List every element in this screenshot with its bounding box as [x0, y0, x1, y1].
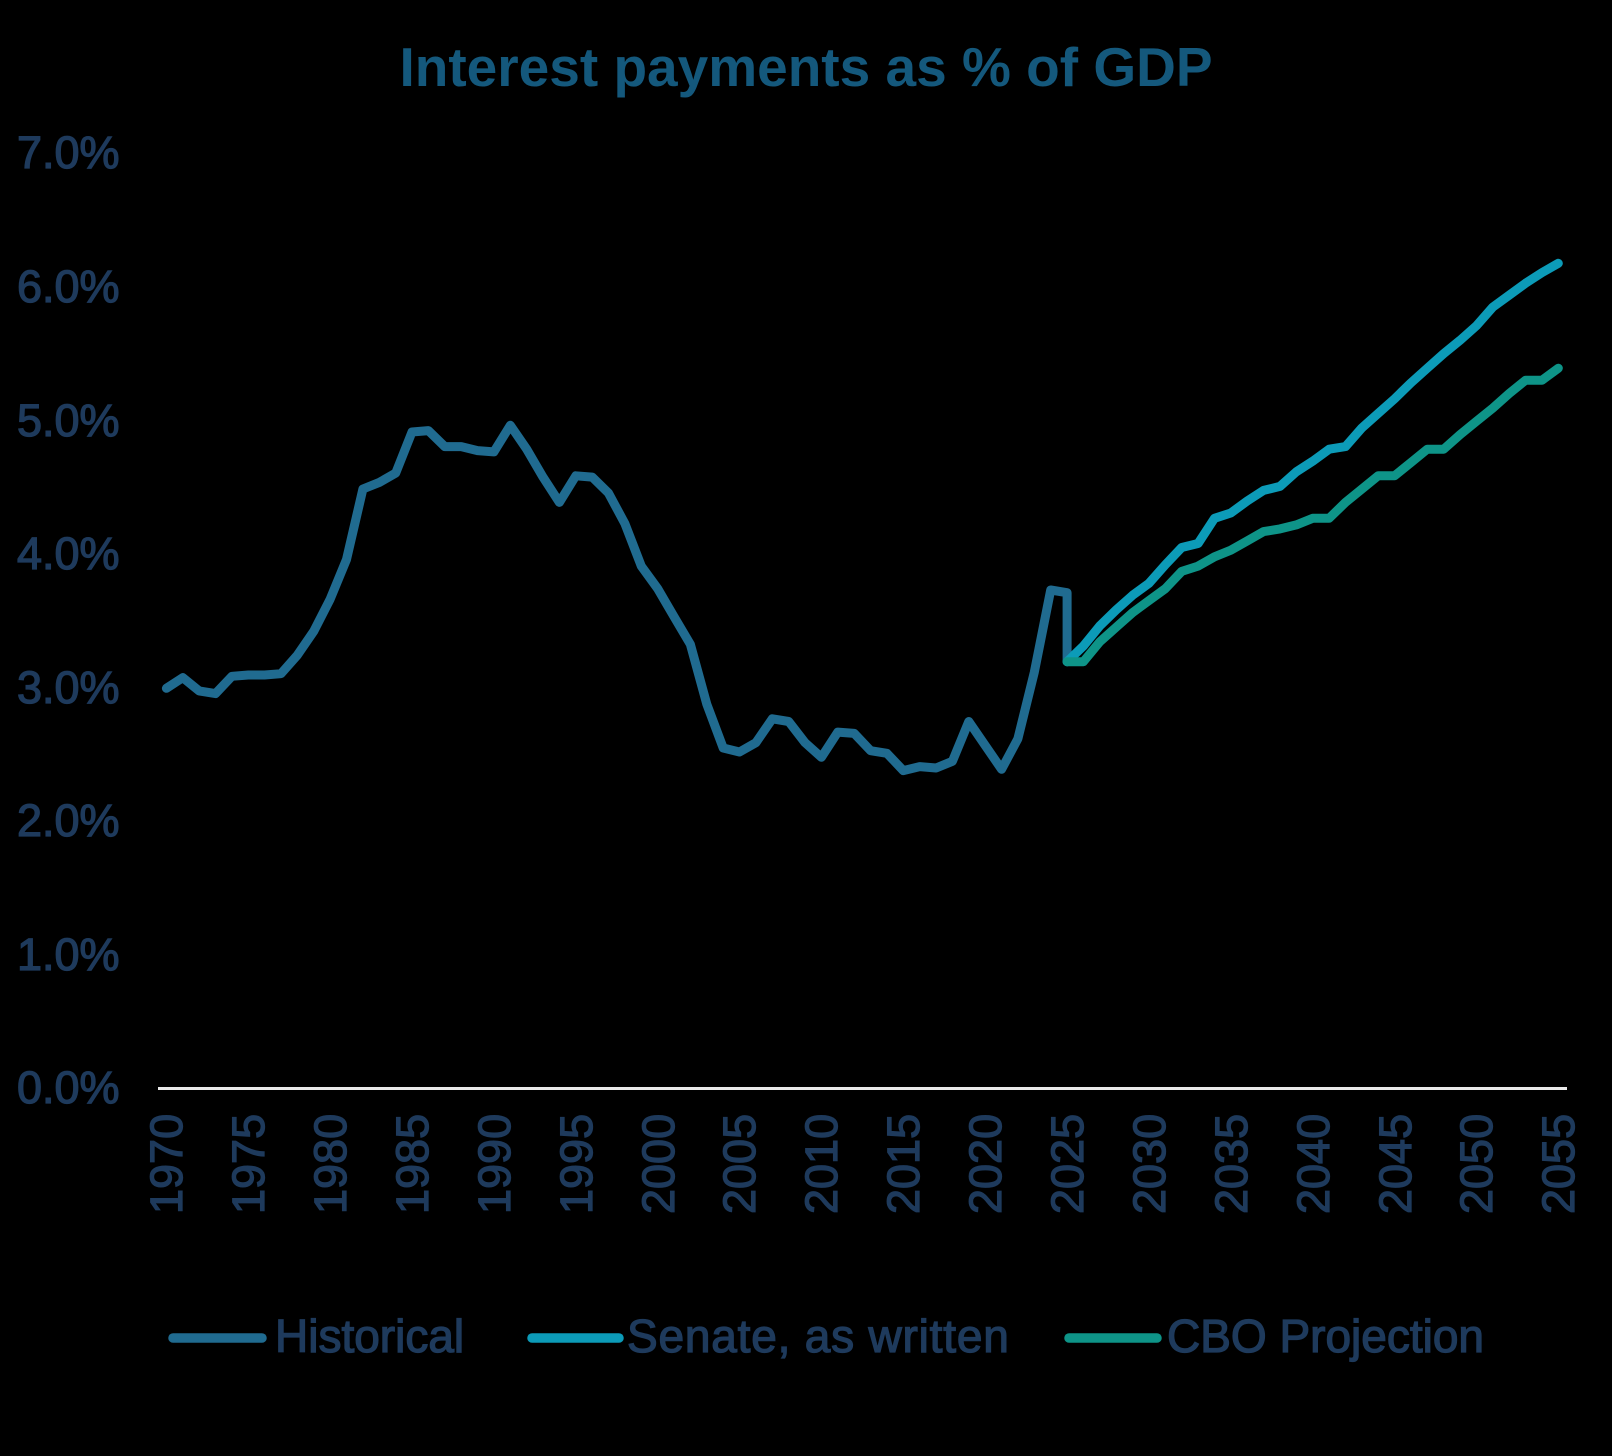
svg-text:1.0%: 1.0%	[17, 929, 120, 980]
svg-text:2040: 2040	[1288, 1114, 1339, 1214]
svg-text:3.0%: 3.0%	[17, 662, 120, 713]
svg-text:0.0%: 0.0%	[17, 1062, 120, 1113]
svg-text:2055: 2055	[1533, 1114, 1584, 1214]
svg-text:2030: 2030	[1124, 1114, 1175, 1214]
svg-text:2005: 2005	[714, 1114, 765, 1214]
svg-text:5.0%: 5.0%	[17, 395, 120, 446]
svg-text:1980: 1980	[305, 1114, 356, 1214]
svg-text:Interest payments as % of GDP: Interest payments as % of GDP	[399, 36, 1212, 98]
svg-text:2025: 2025	[1042, 1114, 1093, 1214]
svg-text:1995: 1995	[551, 1114, 602, 1214]
svg-text:CBO Projection: CBO Projection	[1167, 1310, 1484, 1362]
svg-text:6.0%: 6.0%	[17, 261, 120, 312]
svg-text:2010: 2010	[796, 1114, 847, 1214]
svg-text:1970: 1970	[141, 1114, 192, 1214]
svg-text:1975: 1975	[223, 1114, 274, 1214]
svg-text:1985: 1985	[387, 1114, 438, 1214]
svg-text:1990: 1990	[469, 1114, 520, 1214]
svg-text:7.0%: 7.0%	[17, 127, 120, 178]
svg-text:2050: 2050	[1451, 1114, 1502, 1214]
svg-text:4.0%: 4.0%	[17, 528, 120, 579]
svg-text:2000: 2000	[633, 1114, 684, 1214]
svg-text:2015: 2015	[878, 1114, 929, 1214]
svg-text:2020: 2020	[960, 1114, 1011, 1214]
svg-text:2045: 2045	[1370, 1114, 1421, 1214]
svg-text:Senate, as written: Senate, as written	[627, 1310, 1010, 1362]
svg-text:2.0%: 2.0%	[17, 795, 120, 846]
svg-text:2035: 2035	[1206, 1114, 1257, 1214]
svg-text:Historical: Historical	[275, 1310, 464, 1362]
